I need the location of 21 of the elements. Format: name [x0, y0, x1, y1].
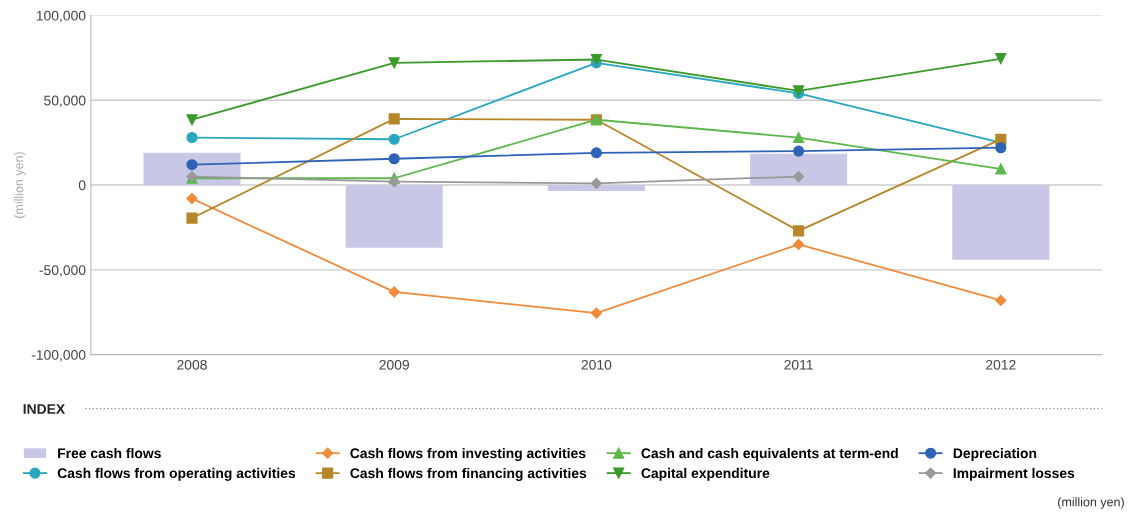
y-axis-title: (million yen): [13, 152, 26, 218]
y-tick-label: 0: [78, 180, 86, 191]
y-tick-label: -100,000: [31, 349, 86, 362]
legend-label: Cash and cash equivalents at term-end: [641, 447, 898, 461]
legend-title: INDEX: [23, 404, 66, 414]
x-tick-label: 2008: [177, 359, 207, 370]
legend-label: Cash flows from investing activities: [350, 447, 586, 461]
y-tick-label: 100,000: [36, 10, 86, 23]
x-tick-label: 2010: [581, 359, 612, 370]
x-tick-label: 2011: [784, 359, 813, 370]
y-tick-label: 50,000: [44, 95, 86, 108]
legend-label: Capital expenditure: [641, 467, 770, 481]
legend-label: Cash flows from financing activities: [350, 467, 587, 481]
legend-label: Depreciation: [953, 447, 1037, 461]
legend-label: Cash flows from operating activities: [57, 467, 296, 481]
y-tick-label: -50,000: [39, 265, 86, 277]
x-tick-label: 2012: [986, 359, 1016, 370]
text: (million yen): [1058, 497, 1124, 509]
legend-label: Impairment losses: [953, 467, 1075, 481]
x-tick-label: 2009: [379, 359, 409, 370]
legend-label: Free cash flows: [58, 447, 161, 459]
